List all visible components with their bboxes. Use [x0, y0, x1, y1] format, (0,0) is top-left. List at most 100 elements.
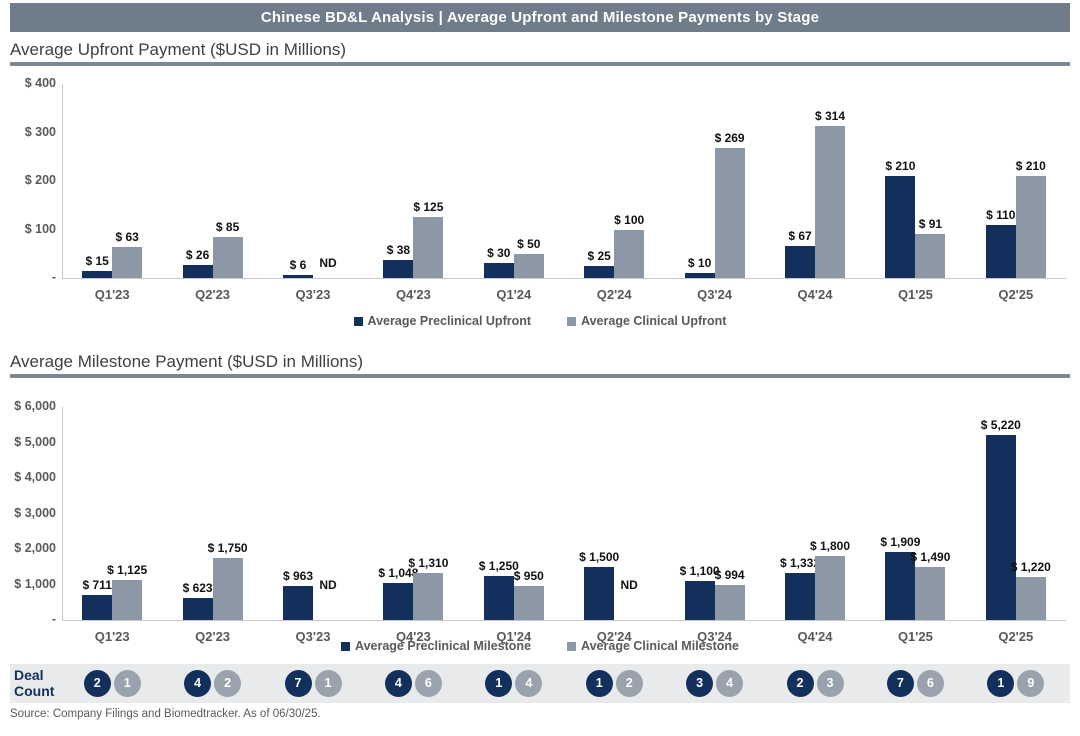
x-axis-category-label: Q3'23 [295, 629, 331, 644]
clinical-bar [112, 247, 143, 278]
y-axis-tick-label: $ 4,000 [14, 470, 56, 484]
preclinical-bar [785, 245, 815, 278]
bar-value-label: $ 1,500 [579, 549, 620, 564]
report-title: Chinese BD&L Analysis | Average Upfront … [10, 3, 1070, 32]
bar-value-label: $ 1,125 [107, 563, 148, 578]
preclinical-bar [483, 263, 514, 278]
milestone-divider [10, 374, 1070, 378]
bar-value-label: $ 1,490 [910, 550, 951, 565]
deal-count-preclinical-badge: 4 [384, 670, 412, 697]
bar-value-label: $ 711 [82, 577, 112, 592]
preclinical-bar [283, 275, 313, 278]
bar-value-label: $ 6 [289, 258, 307, 273]
bar-value-label: $ 314 [814, 108, 846, 123]
bar-value-label: $ 50 [517, 236, 541, 251]
x-axis-category-label: Q4'23 [395, 287, 431, 302]
preclinical-bar [985, 224, 1016, 278]
bar-value-label: ND [620, 578, 638, 592]
preclinical-bar [985, 434, 1016, 620]
bar-value-label: $ 210 [1015, 159, 1046, 174]
legend-label-preclinical-milestone: Average Preclinical Milestone [355, 639, 532, 653]
deal-count-clinical-badge: 2 [615, 670, 643, 697]
x-axis-category-label: Q3'23 [295, 287, 331, 302]
preclinical-bar [82, 270, 113, 278]
clinical-bar [815, 556, 845, 620]
bar-value-label: $ 5,220 [980, 417, 1021, 432]
x-axis-category-label: Q2'23 [195, 629, 231, 644]
legend-label-clinical-milestone: Average Clinical Milestone [581, 639, 739, 653]
bar-value-label: $ 100 [614, 212, 645, 227]
preclinical-bar [383, 259, 414, 278]
preclinical-bar [584, 566, 615, 620]
bar-value-label: $ 963 [282, 568, 314, 583]
x-axis-category-label: Q4'23 [395, 629, 431, 644]
x-axis-category-label: Q2'23 [195, 287, 231, 302]
clinical-bar [1015, 576, 1046, 620]
clinical-bar [212, 236, 243, 278]
preclinical-bar [885, 552, 916, 620]
bar-value-label: $ 30 [487, 246, 511, 261]
deal-count-preclinical-badge: 2 [83, 670, 111, 697]
bar-value-label: $ 1,100 [679, 563, 720, 578]
clinical-bar [915, 233, 946, 278]
clinical-swatch-icon [567, 316, 577, 326]
deal-count-preclinical-badge: 1 [585, 670, 613, 697]
y-axis-tick-label: $ 100 [24, 221, 56, 236]
clinical-bar [815, 125, 845, 278]
x-axis-category-label: Q2'25 [998, 287, 1034, 302]
y-axis-tick-label: $ 3,000 [14, 505, 56, 520]
deal-count-preclinical-badge: 7 [284, 670, 312, 697]
bar-value-label: $ 63 [115, 230, 139, 245]
clinical-bar [714, 584, 745, 620]
bar-value-label: $ 994 [714, 567, 745, 582]
y-axis-tick-label: $ 2,000 [14, 541, 56, 555]
clinical-bar [112, 580, 143, 620]
y-axis-tick-label: $ 6,000 [14, 399, 56, 413]
upfront-legend: Average Preclinical Upfront Average Clin… [0, 314, 1080, 328]
bar-value-label: $ 1,220 [1010, 559, 1051, 574]
bar-value-label: $ 1,750 [207, 540, 248, 555]
deal-count-preclinical-badge: 2 [786, 670, 814, 697]
x-axis-category-label: Q4'24 [797, 629, 833, 644]
clinical-swatch-icon [567, 641, 577, 651]
x-axis-category-label: Q1'24 [496, 629, 532, 644]
preclinical-bar [182, 265, 213, 278]
bar-value-label: ND [319, 256, 337, 270]
x-axis-category-label: Q2'25 [998, 629, 1034, 644]
clinical-bar [413, 573, 444, 620]
x-axis-category-label: Q1'25 [897, 629, 933, 644]
bar-value-label: $ 38 [386, 242, 411, 257]
bar-value-label: $ 91 [918, 216, 943, 231]
preclinical-bar [684, 273, 715, 278]
x-axis-category-label: Q1'23 [94, 287, 130, 302]
y-axis-tick-label: $ 1,000 [14, 576, 56, 591]
bar-value-label: $ 110 [986, 207, 1016, 222]
deal-count-preclinical-badge: 4 [184, 670, 212, 697]
bar-value-label: $ 1,332 [779, 555, 821, 570]
deal-count-clinical-badge: 1 [314, 670, 342, 697]
milestone-section-title: Average Milestone Payment ($USD in Milli… [10, 352, 364, 371]
y-axis-line [62, 84, 63, 278]
preclinical-bar [483, 575, 514, 620]
preclinical-bar [283, 585, 313, 620]
legend-item-clinical-upfront: Average Clinical Upfront [567, 314, 726, 328]
deal-count-preclinical-badge: 7 [886, 670, 914, 697]
clinical-bar [212, 557, 243, 620]
bar-value-label: ND [319, 578, 337, 592]
y-axis-line [62, 407, 63, 620]
upfront-bar-chart: $ 400 $ 300 $ 200 $ 100 - Q1'23 $ 15 $ 63 Q2'23 $… [0, 70, 1080, 310]
upfront-section-title: Average Upfront Payment ($USD in Million… [10, 40, 347, 59]
preclinical-bar [584, 265, 615, 278]
bar-value-label: $ 1,909 [880, 535, 921, 550]
y-axis-tick-label: - [51, 612, 56, 626]
x-axis-category-label: Q3'24 [697, 287, 733, 302]
bar-value-label: $ 1,250 [478, 558, 519, 573]
preclinical-bar [684, 580, 715, 620]
preclinical-bar [885, 176, 916, 278]
bar-value-label: $ 10 [687, 256, 712, 271]
legend-item-clinical-milestone: Average Clinical Milestone [567, 639, 739, 653]
x-axis-category-label: Q2'24 [596, 629, 632, 644]
preclinical-bar [82, 594, 113, 620]
